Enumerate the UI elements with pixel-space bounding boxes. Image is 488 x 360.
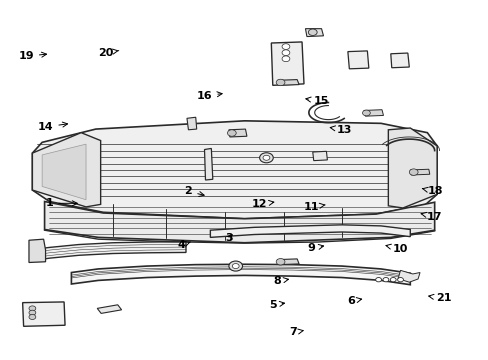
Text: 15: 15 — [305, 96, 328, 106]
Text: 1: 1 — [45, 198, 77, 208]
Polygon shape — [42, 144, 86, 200]
Text: 17: 17 — [420, 212, 442, 221]
Polygon shape — [228, 129, 246, 137]
Circle shape — [29, 310, 36, 315]
Circle shape — [259, 153, 273, 163]
Circle shape — [375, 278, 381, 282]
Circle shape — [397, 278, 403, 282]
Circle shape — [408, 169, 417, 175]
Polygon shape — [32, 133, 101, 207]
Polygon shape — [204, 148, 212, 180]
Circle shape — [29, 315, 36, 319]
Polygon shape — [97, 305, 122, 314]
Polygon shape — [409, 169, 429, 175]
Circle shape — [228, 261, 242, 271]
Polygon shape — [277, 80, 299, 85]
Text: 18: 18 — [422, 186, 443, 197]
Text: 11: 11 — [304, 202, 325, 212]
Polygon shape — [271, 42, 304, 85]
Polygon shape — [29, 239, 45, 262]
Text: 2: 2 — [184, 186, 204, 197]
Circle shape — [282, 50, 289, 55]
Polygon shape — [30, 242, 185, 261]
Circle shape — [276, 258, 285, 265]
Polygon shape — [186, 117, 196, 130]
Polygon shape — [387, 128, 436, 208]
Polygon shape — [277, 259, 299, 265]
Polygon shape — [397, 270, 419, 282]
Polygon shape — [22, 302, 65, 326]
Circle shape — [282, 44, 289, 49]
Text: 6: 6 — [346, 296, 361, 306]
Text: 16: 16 — [196, 91, 222, 101]
Text: 4: 4 — [177, 240, 190, 250]
Circle shape — [263, 155, 269, 160]
Text: 8: 8 — [273, 276, 288, 286]
Text: 20: 20 — [98, 48, 119, 58]
Polygon shape — [210, 225, 409, 237]
Circle shape — [308, 29, 317, 36]
Polygon shape — [44, 202, 434, 243]
Text: 21: 21 — [428, 293, 450, 303]
Polygon shape — [390, 53, 408, 68]
Circle shape — [282, 56, 289, 62]
Circle shape — [227, 130, 236, 136]
Polygon shape — [32, 121, 436, 219]
Text: 13: 13 — [329, 125, 351, 135]
Circle shape — [276, 79, 285, 86]
Polygon shape — [347, 51, 368, 69]
Text: 5: 5 — [268, 300, 284, 310]
Circle shape — [362, 110, 369, 116]
Polygon shape — [363, 110, 383, 116]
Circle shape — [382, 278, 388, 282]
Polygon shape — [312, 151, 327, 161]
Text: 10: 10 — [385, 244, 407, 254]
Circle shape — [29, 306, 36, 311]
Polygon shape — [71, 264, 409, 285]
Text: 9: 9 — [307, 243, 323, 253]
Text: 3: 3 — [224, 233, 232, 243]
Circle shape — [389, 278, 395, 282]
Text: 14: 14 — [38, 122, 67, 132]
Polygon shape — [305, 29, 323, 37]
Text: 19: 19 — [18, 51, 46, 61]
Text: 7: 7 — [289, 327, 303, 337]
Circle shape — [232, 264, 239, 269]
Text: 12: 12 — [251, 199, 273, 210]
